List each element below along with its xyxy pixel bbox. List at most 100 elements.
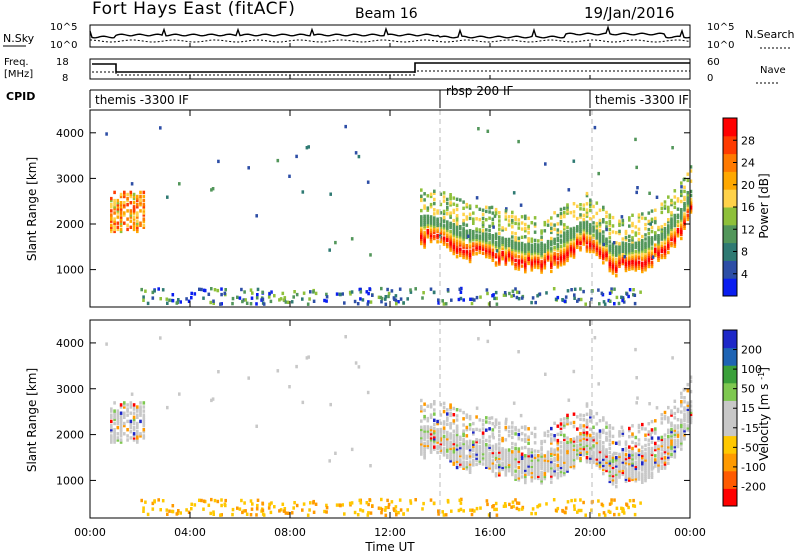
- velocity-cell: [462, 437, 465, 442]
- velocity-cell: [613, 498, 616, 502]
- velocity-cell: [550, 451, 553, 455]
- velocity-cell: [524, 476, 527, 481]
- velocity-cell: [481, 443, 485, 448]
- power-cell: [387, 291, 391, 296]
- velocity-cell: [621, 431, 625, 435]
- power-cell: [540, 256, 543, 260]
- velocity-cell: [663, 447, 667, 452]
- velocity-cell: [579, 450, 582, 454]
- velocity-cell: [537, 458, 540, 462]
- power-cell: [119, 217, 123, 221]
- power-cell: [592, 225, 595, 229]
- power-cell: [644, 253, 647, 258]
- power-cell: [628, 224, 631, 228]
- velocity-cell: [512, 504, 515, 509]
- velocity-cell: [667, 405, 670, 410]
- power-cell: [621, 251, 625, 256]
- power-cell: [615, 263, 618, 268]
- velocity-cell: [637, 460, 641, 465]
- power-cell: [673, 213, 677, 218]
- power-cell: [644, 249, 647, 253]
- velocity-cell: [598, 429, 602, 433]
- power-cell: [608, 258, 612, 262]
- velocity-cell: [569, 446, 573, 450]
- power-cell: [569, 252, 573, 256]
- velocity-cell: [129, 403, 133, 407]
- power-cell: [546, 241, 550, 246]
- power-cell: [543, 223, 547, 227]
- power-cell: [628, 242, 631, 247]
- velocity-cell: [242, 509, 246, 513]
- velocity-cell: [650, 419, 654, 424]
- power-colorbar-label: Power [dB]: [757, 173, 771, 238]
- velocity-cell: [397, 511, 400, 515]
- power-cell: [686, 205, 690, 209]
- power-cell: [471, 297, 474, 301]
- power-cell: [576, 237, 579, 241]
- power-cell: [537, 265, 540, 270]
- velocity-cell: [550, 480, 553, 484]
- power-cell: [113, 203, 116, 207]
- power-cell: [132, 209, 136, 213]
- velocity-cell: [566, 440, 569, 444]
- velocity-cell: [598, 433, 602, 437]
- velocity-cell: [624, 477, 628, 481]
- velocity-cell: [498, 438, 501, 442]
- velocity-cell: [556, 455, 560, 459]
- power-cell: [559, 248, 563, 253]
- velocity-cell: [582, 413, 586, 418]
- velocity-cell: [680, 447, 683, 451]
- velocity-cell: [530, 474, 534, 479]
- power-cell: [507, 250, 511, 254]
- power-cell: [491, 217, 495, 221]
- power-cell: [524, 245, 527, 249]
- power-cell: [676, 199, 680, 203]
- velocity-cell: [142, 405, 146, 409]
- power-cell: [436, 225, 439, 230]
- power-cell: [641, 251, 644, 255]
- velocity-cell: [446, 455, 449, 459]
- velocity-cell: [458, 498, 462, 502]
- velocity-cell: [501, 463, 504, 467]
- power-cell: [602, 246, 605, 251]
- velocity-cell: [471, 508, 474, 512]
- power-cell: [637, 250, 641, 254]
- velocity-cell: [553, 469, 556, 473]
- power-cell: [514, 231, 517, 236]
- velocity-cell: [455, 453, 459, 457]
- velocity-cell: [142, 409, 146, 413]
- velocity-cell: [488, 458, 491, 462]
- power-cell: [660, 237, 664, 241]
- velocity-cell: [585, 431, 589, 435]
- velocity-cell: [420, 427, 423, 432]
- power-colorbar-swatch: [723, 189, 737, 208]
- velocity-cell: [132, 405, 136, 409]
- velocity-cell: [475, 446, 478, 450]
- power-cell: [650, 238, 654, 242]
- velocity-cell: [595, 434, 599, 438]
- velocity-cell: [595, 422, 599, 426]
- velocity-cell: [481, 441, 485, 446]
- power-cell: [680, 191, 683, 195]
- velocity-cell: [598, 458, 602, 462]
- velocity-cell: [469, 508, 472, 512]
- velocity-cell: [507, 466, 511, 471]
- velocity-cell: [566, 422, 569, 426]
- power-cell: [462, 241, 465, 245]
- velocity-cell: [582, 418, 586, 422]
- velocity-cell: [540, 475, 543, 479]
- velocity-cell: [110, 413, 113, 417]
- velocity-cell: [628, 426, 631, 431]
- power-cell: [488, 243, 491, 247]
- power-cell: [452, 196, 456, 200]
- power-cell: [686, 207, 690, 211]
- velocity-cell: [634, 435, 638, 440]
- velocity-cell: [647, 473, 651, 477]
- power-cell: [527, 216, 530, 220]
- power-cell: [439, 211, 443, 215]
- power-cell: [110, 217, 113, 221]
- power-cell: [618, 248, 621, 252]
- velocity-cell: [537, 462, 540, 466]
- power-cell: [592, 239, 595, 244]
- power-cell: [468, 233, 472, 237]
